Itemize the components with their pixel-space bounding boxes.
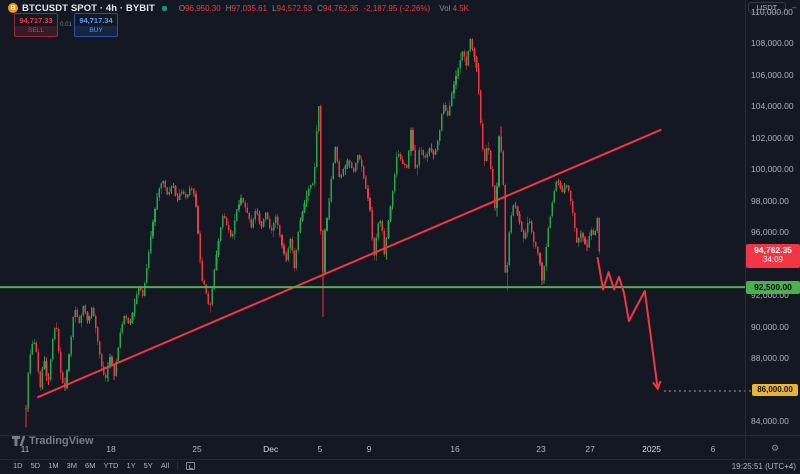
time-axis-label: Dec xyxy=(263,444,279,454)
support-price-badge[interactable]: 92,500.00 xyxy=(746,280,800,294)
range-button-3m[interactable]: 3M xyxy=(66,461,78,470)
high-label: H xyxy=(225,3,232,13)
buy-price: 94,717.34 xyxy=(79,16,113,25)
price-axis-label: 88,000.00 xyxy=(751,353,789,363)
low-value: 94,572.53 xyxy=(276,3,313,13)
watermark-text: TradingView xyxy=(29,434,94,447)
time-axis-label: 6 xyxy=(710,444,716,454)
price-axis-label: 100,000.00 xyxy=(751,164,794,174)
projection-arrowhead xyxy=(652,380,662,391)
range-button-all[interactable]: All xyxy=(160,461,170,470)
range-button-5y[interactable]: 5Y xyxy=(143,461,153,470)
bar-countdown: 34:09 xyxy=(762,255,784,265)
go-to-date-icon[interactable] xyxy=(186,461,196,470)
time-axis-label: 9 xyxy=(366,444,372,454)
target-price-badge[interactable]: 86,000.00 xyxy=(752,383,798,396)
time-axis-label: 11 xyxy=(20,444,30,454)
toolbar-divider xyxy=(177,461,179,470)
time-axis-border xyxy=(0,435,800,436)
time-axis-label: 5 xyxy=(317,444,323,454)
sell-label: SELL xyxy=(15,26,57,36)
market-status-icon xyxy=(161,5,167,11)
range-button-6m[interactable]: 6M xyxy=(85,461,96,470)
price-axis-label: 98,000.00 xyxy=(751,195,789,206)
range-button-5d[interactable]: 5D xyxy=(30,461,41,470)
buy-button[interactable]: 94,717.34 BUY xyxy=(74,13,118,37)
buy-label: BUY xyxy=(75,26,117,36)
time-axis-label: 25 xyxy=(192,444,202,454)
open-label: O xyxy=(178,3,186,13)
time-axis-label: 18 xyxy=(106,444,116,454)
close-label: C xyxy=(317,3,323,13)
price-axis-settings-icon[interactable]: ⚙ xyxy=(771,443,780,453)
price-axis-label: 92,000.00 xyxy=(751,290,789,300)
sell-price: 94,717.33 xyxy=(19,16,53,25)
close-value: 94,762.35 xyxy=(322,3,359,13)
price-axis-label: 106,000.00 xyxy=(751,69,794,80)
range-toolbar: 1D 5D 1M 3M 6M YTD 1Y 5Y All xyxy=(13,461,196,470)
low-label: L xyxy=(272,3,277,13)
tradingview-watermark[interactable]: TradingView xyxy=(11,434,94,447)
price-axis-label: 102,000.00 xyxy=(751,132,794,143)
volume-value: 4.5K xyxy=(452,3,470,13)
toolbar-border xyxy=(0,459,800,460)
price-axis-label: 104,000.00 xyxy=(751,101,794,111)
symbol-title[interactable]: BTCUSDT SPOT · 4h · BYBIT xyxy=(22,2,155,14)
chart-legend: B BTCUSDT SPOT · 4h · BYBIT O96,950.30 H… xyxy=(8,2,469,14)
open-value: 96,950.30 xyxy=(185,3,221,13)
tradingview-logo-icon xyxy=(12,436,25,446)
volume-label: Vol xyxy=(439,3,451,13)
time-axis-label: 27 xyxy=(585,444,595,454)
range-button-1m[interactable]: 1M xyxy=(48,461,59,470)
time-axis-label: 2025 xyxy=(642,444,662,454)
collapse-icon[interactable]: – xyxy=(792,3,797,12)
spread-value: 0.01 xyxy=(60,22,72,28)
last-price-badge: 94,762.35 34:09 xyxy=(746,244,800,269)
price-axis-label: 110,000.00 xyxy=(751,6,793,17)
last-price-value: 94,762.35 xyxy=(754,245,792,256)
price-axis-label: 84,000.00 xyxy=(751,416,789,426)
price-axis-label: 96,000.00 xyxy=(751,227,789,237)
trendline xyxy=(36,128,662,399)
currency-toggle[interactable]: USDT xyxy=(748,2,786,13)
trade-widget: 94,717.33 SELL 0.01 94,717.34 BUY xyxy=(14,13,118,37)
symbol-logo-icon: B xyxy=(8,3,18,13)
change-value: -2,187.95 (-2.26%) xyxy=(363,3,431,13)
range-button-1y[interactable]: 1Y xyxy=(126,461,136,470)
high-value: 97,035.61 xyxy=(231,3,268,13)
ohlc-values: O96,950.30 H97,035.61 L94,572.53 C94,762… xyxy=(179,4,469,13)
candles xyxy=(25,38,601,428)
time-axis-label: 23 xyxy=(536,444,546,454)
sell-button[interactable]: 94,717.33 SELL xyxy=(14,13,58,37)
clock-utc[interactable]: 19:25:51 (UTC+4) xyxy=(731,462,796,471)
price-axis-label: 90,000.00 xyxy=(751,321,789,332)
range-button-ytd[interactable]: YTD xyxy=(103,461,119,470)
price-axis-border xyxy=(745,0,746,460)
price-axis-label: 108,000.00 xyxy=(751,38,794,48)
range-button-1d[interactable]: 1D xyxy=(13,461,23,470)
projection-arrow xyxy=(596,257,659,389)
time-axis-label: 16 xyxy=(450,444,460,454)
